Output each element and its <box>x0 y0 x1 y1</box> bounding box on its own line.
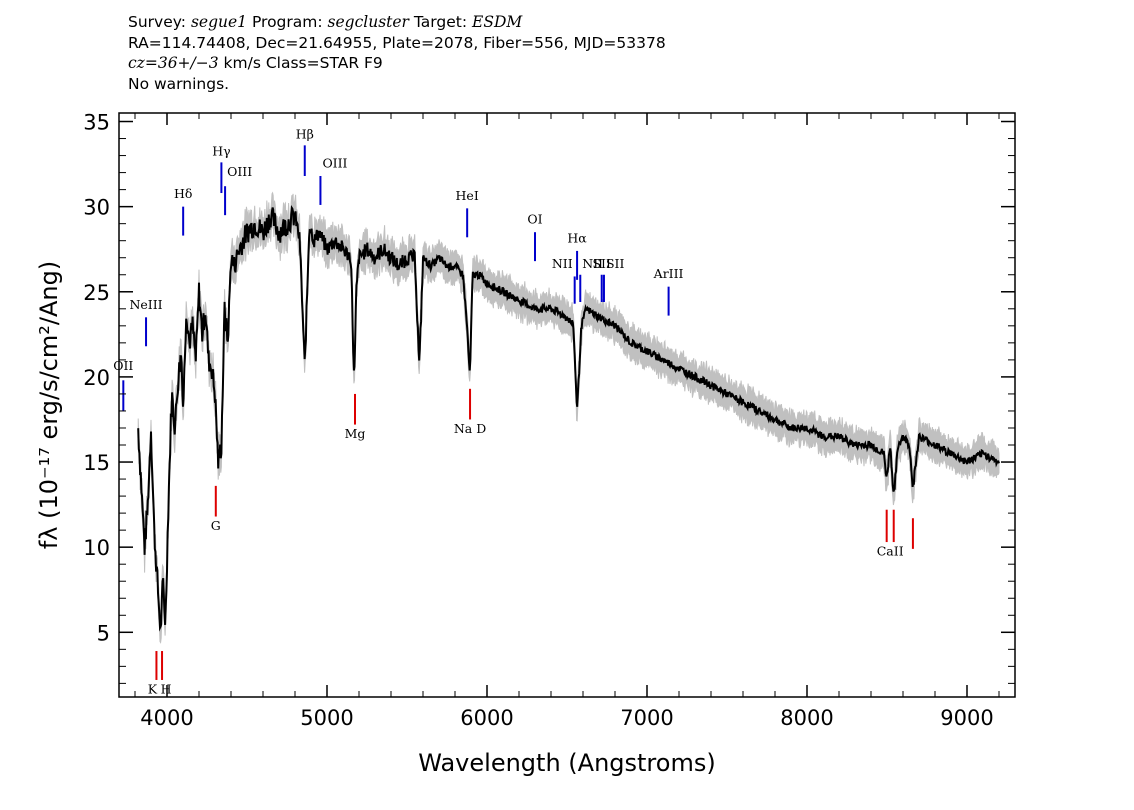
emission-line-label: NII <box>552 256 573 271</box>
y-axis-title: fλ (10⁻¹⁷ erg/s/cm²/Ang) <box>35 261 63 549</box>
cz-rest: km/s Class=STAR F9 <box>218 54 383 72</box>
emission-line-label: Hδ <box>174 186 192 201</box>
emission-line-label: ArIII <box>653 266 684 281</box>
plot-frame <box>118 112 1016 698</box>
absorption-line-label: H <box>161 682 172 697</box>
emission-line-label: OIII <box>322 155 347 170</box>
emission-line-label: NII <box>582 256 603 271</box>
x-tick-label: 9000 <box>940 706 993 730</box>
emission-line-label: Hβ <box>296 127 314 142</box>
y-tick-label: 35 <box>83 111 110 135</box>
y-tick-label: 15 <box>83 451 110 475</box>
y-tick-label: 25 <box>83 281 110 305</box>
absorption-line-label: Na D <box>454 421 486 436</box>
target-key: Target: <box>413 13 468 31</box>
x-tick-label: 4000 <box>140 706 193 730</box>
spectral-lines-layer: OIINeIIIHδHγOIIIHβOIIIHeIOINIIHαNIISIISI… <box>113 127 914 697</box>
x-axis-title: Wavelength (Angstroms) <box>418 749 715 777</box>
absorption-line-label: K <box>148 682 158 697</box>
cz-value: cz=36+/−3 <box>128 54 219 72</box>
absorption-line-label: CaII <box>877 544 904 559</box>
x-tick-label: 5000 <box>300 706 353 730</box>
x-tick-label: 7000 <box>620 706 673 730</box>
emission-line-label: OI <box>527 212 542 227</box>
program-key: Program: <box>251 13 323 31</box>
spectrum-header: Survey: segue1 Program: segcluster Targe… <box>128 12 666 94</box>
emission-line-label: OIII <box>227 164 252 179</box>
emission-line-label: NeIII <box>129 297 162 312</box>
header-line-survey: Survey: segue1 Program: segcluster Targe… <box>128 12 666 33</box>
survey-key: Survey: <box>128 13 187 31</box>
target-value: ESDM <box>472 13 523 31</box>
y-tick-label: 20 <box>83 366 110 390</box>
axis-ticks-layer: 4000 5000 6000 7000 8000 9000 5 10 15 20 25 30 35 <box>83 111 1015 730</box>
absorption-line-label: G <box>211 518 221 533</box>
header-line-warnings: No warnings. <box>128 74 230 93</box>
emission-line-label: HeI <box>456 188 479 203</box>
emission-line-label: SII <box>606 256 625 271</box>
flux-layer <box>137 204 1000 632</box>
x-tick-label: 8000 <box>780 706 833 730</box>
emission-line-label: Hα <box>567 230 587 245</box>
header-line-coordinates: RA=114.74408, Dec=21.64955, Plate=2078, … <box>128 33 666 52</box>
emission-line-label: SII <box>592 256 611 271</box>
error-band <box>137 191 1000 644</box>
flux-line <box>137 204 1000 632</box>
survey-value: segue1 <box>190 13 248 31</box>
y-tick-label: 30 <box>83 196 110 220</box>
header-line-redshift: cz=36+/−3 km/s Class=STAR F9 <box>128 53 666 74</box>
x-tick-label: 6000 <box>460 706 513 730</box>
y-tick-label: 10 <box>83 536 110 560</box>
emission-line-label: Hγ <box>212 144 230 159</box>
program-value: segcluster <box>327 13 409 31</box>
absorption-line-label: Mg <box>345 426 366 441</box>
y-tick-label: 5 <box>97 621 110 645</box>
error-band-layer <box>137 191 1000 644</box>
